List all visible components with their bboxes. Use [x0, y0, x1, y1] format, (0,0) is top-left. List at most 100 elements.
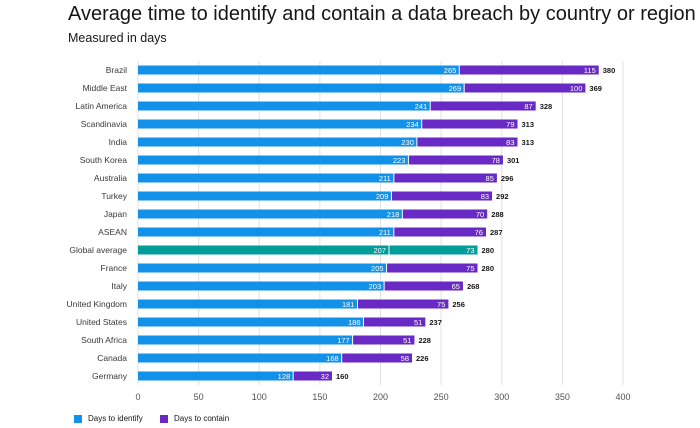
- bar-contain: [363, 317, 426, 327]
- data-label-total: 280: [482, 246, 495, 255]
- x-tick-label: 150: [312, 392, 327, 402]
- category-label: France: [101, 263, 128, 273]
- data-label-total: 237: [429, 318, 442, 327]
- bar-identify: [138, 101, 431, 111]
- data-label-total: 313: [522, 120, 535, 129]
- bar-contain: [388, 245, 478, 255]
- data-label-identify: 211: [379, 174, 391, 183]
- data-label-total: 280: [482, 264, 495, 273]
- bar-contain: [464, 83, 586, 93]
- data-label-identify: 211: [379, 228, 391, 237]
- x-tick-label: 100: [252, 392, 267, 402]
- category-label: South Africa: [81, 335, 127, 345]
- bar-contain: [384, 281, 463, 291]
- bar-identify: [138, 65, 460, 75]
- data-label-total: 256: [452, 300, 465, 309]
- bar-contain: [393, 227, 486, 237]
- x-tick-label: 250: [434, 392, 449, 402]
- data-label-identify: 241: [415, 102, 428, 111]
- data-label-identify: 177: [337, 336, 350, 345]
- data-label-identify: 128: [278, 372, 291, 381]
- bar-identify: [138, 263, 387, 273]
- data-label-identify: 203: [369, 282, 382, 291]
- bar-identify: [138, 83, 465, 93]
- data-label-identify: 205: [371, 264, 384, 273]
- bar-contain: [386, 263, 478, 273]
- bar-contain: [416, 137, 518, 147]
- category-label: Turkey: [101, 191, 127, 201]
- data-label-total: 369: [589, 84, 602, 93]
- data-label-total: 228: [418, 336, 431, 345]
- category-label: Scandinavia: [81, 119, 128, 129]
- category-label: South Korea: [80, 155, 128, 165]
- category-label: Australia: [94, 173, 127, 183]
- data-label-contain: 75: [437, 300, 445, 309]
- data-label-contain: 87: [524, 102, 532, 111]
- data-label-identify: 269: [449, 84, 462, 93]
- data-label-identify: 223: [393, 156, 406, 165]
- data-label-contain: 65: [452, 282, 460, 291]
- bar-contain: [341, 353, 413, 363]
- legend-item-identify: Days to identify: [74, 414, 143, 423]
- bar-identify: [138, 353, 342, 363]
- data-label-contain: 83: [481, 192, 489, 201]
- bar-contain: [293, 371, 332, 381]
- data-label-total: 313: [522, 138, 535, 147]
- data-label-identify: 218: [387, 210, 400, 219]
- data-label-total: 287: [490, 228, 503, 237]
- data-label-total: 328: [540, 102, 553, 111]
- data-label-total: 296: [501, 174, 514, 183]
- bar-contain: [391, 191, 493, 201]
- category-label: Canada: [97, 353, 127, 363]
- bar-identify: [138, 209, 403, 219]
- x-tick-label: 0: [135, 392, 140, 402]
- data-label-identify: 207: [373, 246, 386, 255]
- data-label-contain: 76: [475, 228, 483, 237]
- x-tick-label: 350: [555, 392, 570, 402]
- bar-identify: [138, 227, 394, 237]
- legend-label-contain: Days to contain: [174, 414, 230, 423]
- bar-identify: [138, 299, 358, 309]
- data-label-contain: 75: [466, 264, 474, 273]
- data-label-total: 292: [496, 192, 509, 201]
- data-label-contain: 78: [492, 156, 500, 165]
- bar-contain: [402, 209, 488, 219]
- category-label: United States: [76, 317, 127, 327]
- data-label-identify: 168: [326, 354, 339, 363]
- data-label-total: 380: [603, 66, 616, 75]
- data-label-contain: 51: [414, 318, 422, 327]
- bar-contain: [459, 65, 599, 75]
- chart-subtitle: Measured in days: [68, 31, 167, 45]
- data-label-identify: 186: [348, 318, 361, 327]
- data-label-total: 226: [416, 354, 429, 363]
- category-label: Brazil: [106, 65, 127, 75]
- category-label: Italy: [111, 281, 127, 291]
- bar-identify: [138, 317, 364, 327]
- category-label: United Kingdom: [67, 299, 127, 309]
- data-label-identify: 209: [376, 192, 389, 201]
- category-label: Germany: [92, 371, 128, 381]
- data-label-contain: 70: [476, 210, 484, 219]
- bar-contain: [430, 101, 536, 111]
- data-label-identify: 230: [401, 138, 414, 147]
- data-label-contain: 79: [506, 120, 514, 129]
- data-label-identify: 234: [406, 120, 419, 129]
- x-tick-label: 50: [194, 392, 204, 402]
- bar-contain: [352, 335, 415, 345]
- category-label: Global average: [69, 245, 127, 255]
- bar-contain: [393, 173, 497, 183]
- x-tick-label: 300: [494, 392, 509, 402]
- legend-label-identify: Days to identify: [88, 414, 143, 423]
- category-label: ASEAN: [98, 227, 127, 237]
- data-label-total: 288: [491, 210, 504, 219]
- bar-identify: [138, 155, 409, 165]
- category-label: Japan: [104, 209, 127, 219]
- data-label-contain: 32: [321, 372, 329, 381]
- legend-swatch-identify: [74, 414, 82, 423]
- legend-item-contain: Days to contain: [160, 414, 229, 423]
- data-label-identify: 181: [342, 300, 355, 309]
- bar-identify: [138, 173, 394, 183]
- bar-identify: [138, 371, 294, 381]
- x-tick-label: 200: [373, 392, 388, 402]
